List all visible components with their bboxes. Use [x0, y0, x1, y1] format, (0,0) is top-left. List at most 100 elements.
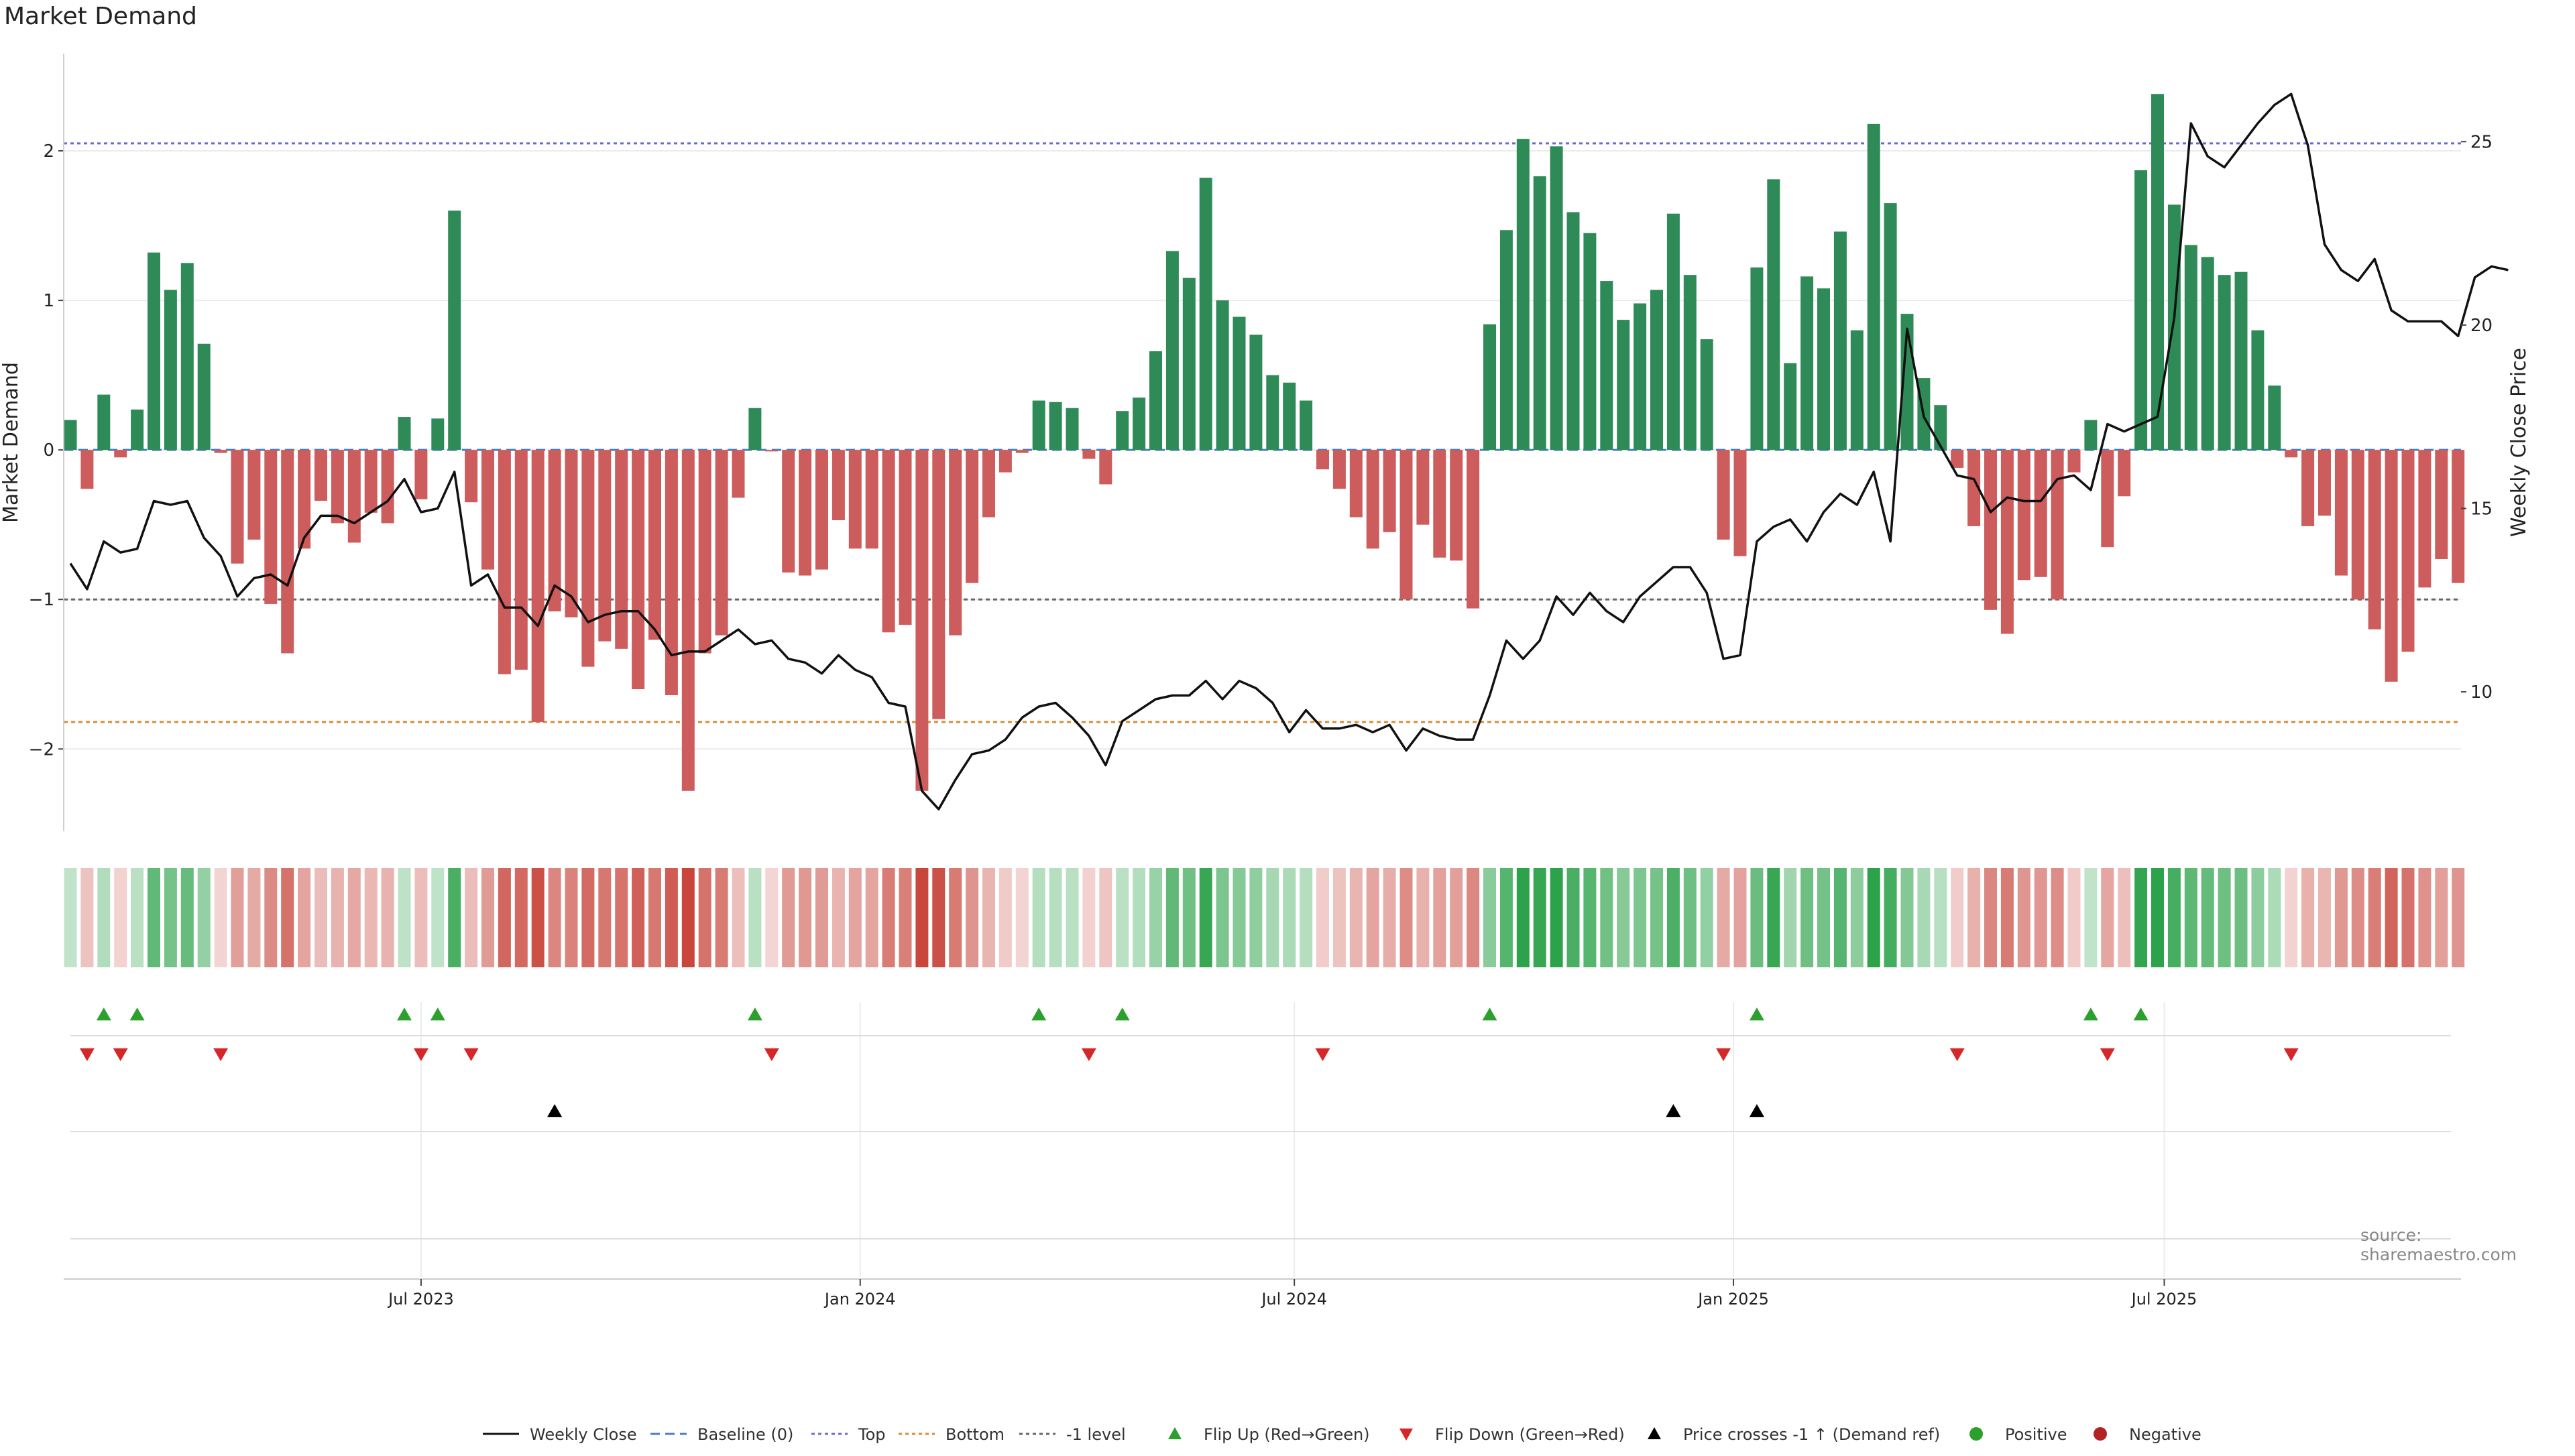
- heat-cell: [1433, 868, 1446, 967]
- heat-cell: [615, 868, 628, 967]
- legend-glyph: [1969, 1427, 1983, 1441]
- heat-cell: [1700, 868, 1713, 967]
- heat-cell: [581, 868, 595, 967]
- demand-bar: [247, 450, 261, 540]
- heat-cell: [1583, 868, 1597, 967]
- demand-bar: [2301, 450, 2315, 526]
- heat-cell: [865, 868, 878, 967]
- demand-bar: [1332, 450, 1346, 489]
- legend-symbol-price_cross: [1648, 1427, 1661, 1439]
- heat-cell: [1967, 868, 1981, 967]
- legend-glyph: [1168, 1427, 1182, 1439]
- heat-cell: [431, 868, 445, 967]
- source-note: source: sharemaestro.com: [2360, 1225, 2517, 1264]
- heat-cell: [565, 868, 578, 967]
- demand-bar: [1583, 233, 1597, 450]
- heat-cell: [2368, 868, 2381, 967]
- heat-cell: [1934, 868, 1947, 967]
- demand-bar: [1566, 212, 1580, 450]
- flip-down-marker: [764, 1048, 779, 1061]
- heat-cell: [448, 868, 461, 967]
- heat-cell: [915, 868, 929, 967]
- heat-cell: [1499, 868, 1513, 967]
- heat-cell: [247, 868, 261, 967]
- demand-bar: [1784, 363, 1797, 450]
- heat-cell: [80, 868, 94, 967]
- heat-cell: [1233, 868, 1246, 967]
- demand-bar: [1483, 324, 1496, 450]
- demand-bar: [2184, 245, 2197, 450]
- heat-cell: [2134, 868, 2148, 967]
- heat-cell: [398, 868, 411, 967]
- heat-cell: [514, 868, 528, 967]
- demand-bar: [1666, 213, 1680, 450]
- demand-bar: [1433, 450, 1446, 558]
- legend-label: Top: [858, 1425, 886, 1444]
- demand-bar: [715, 450, 728, 635]
- demand-bar: [231, 450, 244, 564]
- heat-cell: [197, 868, 211, 967]
- heat-cell: [832, 868, 845, 967]
- demand-bar: [1249, 335, 1263, 450]
- legend-label: Flip Up (Red→Green): [1204, 1425, 1370, 1444]
- demand-bar: [1450, 450, 1463, 561]
- y-tick-label: −1: [29, 590, 54, 610]
- heat-cell: [281, 868, 294, 967]
- heat-cell: [1800, 868, 1814, 967]
- heat-cell: [214, 868, 227, 967]
- price-cross-marker: [1666, 1104, 1681, 1117]
- demand-bar: [1967, 450, 1981, 526]
- x-tick-label: Jul 2025: [2130, 1290, 2197, 1309]
- heat-cell: [298, 868, 311, 967]
- heat-cell: [1266, 868, 1279, 967]
- heat-cell: [1366, 868, 1379, 967]
- demand-bar: [180, 263, 194, 450]
- heat-cell: [1483, 868, 1496, 967]
- legend-label: Flip Down (Green→Red): [1435, 1425, 1625, 1444]
- heat-cell: [1717, 868, 1730, 967]
- heat-cell: [2218, 868, 2231, 967]
- demand-bar: [131, 409, 144, 450]
- demand-bar: [581, 450, 595, 667]
- legend-label: Price crosses -1 ↑ (Demand ref): [1683, 1425, 1941, 1444]
- flip-down-marker: [1949, 1048, 1965, 1061]
- demand-bar: [514, 450, 528, 670]
- demand-bar: [998, 450, 1012, 473]
- demand-bar: [398, 417, 411, 450]
- demand-bar: [2201, 257, 2214, 450]
- heat-cell: [1300, 868, 1313, 967]
- heat-cell: [1600, 868, 1613, 967]
- demand-bar: [632, 450, 645, 690]
- legend-glyph: [1399, 1429, 1413, 1441]
- legend-label: Positive: [2005, 1425, 2067, 1444]
- heat-cell: [949, 868, 962, 967]
- flip-up-marker: [1031, 1008, 1047, 1021]
- demand-bar: [949, 450, 962, 635]
- demand-bar: [1133, 398, 1146, 450]
- demand-bar: [298, 450, 311, 549]
- demand-bar: [2368, 450, 2381, 629]
- demand-bar: [364, 450, 378, 513]
- heat-cell: [748, 868, 762, 967]
- demand-bar: [1650, 290, 1663, 450]
- heat-cell: [715, 868, 728, 967]
- demand-bar: [1499, 230, 1513, 450]
- demand-bar: [2017, 450, 2030, 581]
- price-cross-marker: [547, 1104, 563, 1117]
- demand-bar: [765, 450, 779, 452]
- flip-up-marker: [1482, 1008, 1497, 1021]
- demand-bar: [1383, 450, 1396, 532]
- flip-up-marker: [2133, 1008, 2149, 1021]
- heat-cell: [2452, 868, 2465, 967]
- heat-cell: [1884, 868, 1897, 967]
- demand-bar: [2285, 450, 2298, 458]
- heat-cell: [982, 868, 995, 967]
- heat-cell: [1650, 868, 1663, 967]
- heat-cell: [2285, 868, 2298, 967]
- heat-cell: [2000, 868, 2014, 967]
- heat-cell: [1216, 868, 1229, 967]
- legend-glyph: [2094, 1427, 2107, 1441]
- flip-down-marker: [213, 1048, 229, 1061]
- demand-bar: [1617, 320, 1630, 450]
- demand-bar: [2251, 330, 2265, 450]
